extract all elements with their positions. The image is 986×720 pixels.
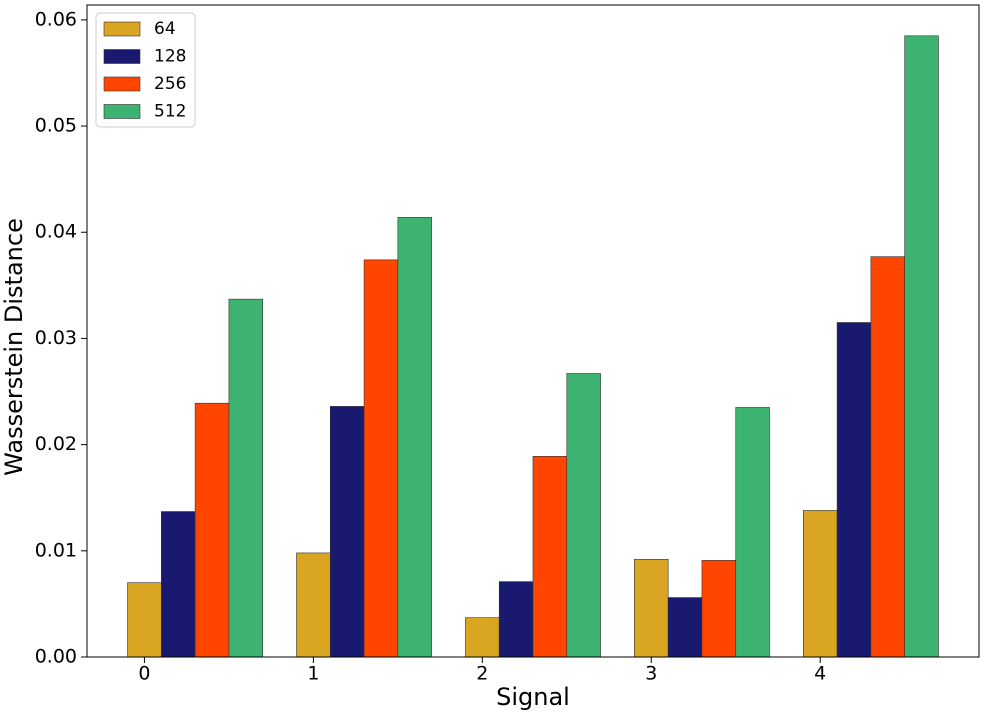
x-tick-label: 4 xyxy=(814,663,826,685)
legend-swatch xyxy=(103,104,141,119)
bar xyxy=(194,402,230,658)
legend-label: 64 xyxy=(154,19,176,39)
legend-swatch xyxy=(103,49,141,64)
bar xyxy=(498,581,534,658)
bar xyxy=(363,259,399,658)
x-axis-label: Signal xyxy=(496,683,570,711)
bar xyxy=(397,217,432,658)
x-tick-label: 0 xyxy=(138,663,150,685)
bar xyxy=(634,559,669,658)
bar xyxy=(566,373,601,658)
bar xyxy=(870,256,905,658)
legend-swatch xyxy=(103,21,141,37)
bar xyxy=(836,322,872,658)
x-tick-label: 1 xyxy=(307,663,319,685)
bar xyxy=(296,552,331,658)
y-tick-label: 0.06 xyxy=(35,8,77,30)
legend-label: 128 xyxy=(154,47,186,67)
bar xyxy=(127,582,162,658)
y-tick-label: 0.02 xyxy=(35,433,77,455)
y-tick-label: 0.05 xyxy=(35,115,77,137)
bar xyxy=(532,456,568,658)
y-axis-label: Wasserstein Distance xyxy=(0,218,28,476)
legend-label: 512 xyxy=(154,102,186,122)
plot-frame xyxy=(86,4,980,658)
bar xyxy=(329,406,365,658)
bar xyxy=(904,35,939,658)
bar xyxy=(803,510,838,658)
bar xyxy=(735,407,770,658)
x-tick-label: 3 xyxy=(645,663,657,685)
y-tick-label: 0.03 xyxy=(35,327,77,349)
bar xyxy=(465,617,500,658)
y-tick-label: 0.00 xyxy=(35,646,77,668)
bar xyxy=(667,597,703,658)
legend-label: 256 xyxy=(154,74,186,94)
legend-swatch xyxy=(103,76,141,92)
y-tick-label: 0.04 xyxy=(35,221,77,243)
bar xyxy=(161,511,196,658)
bar xyxy=(701,560,737,658)
y-tick-label: 0.01 xyxy=(35,539,77,561)
x-tick-label: 2 xyxy=(476,663,488,685)
bar xyxy=(228,298,263,658)
legend-box xyxy=(95,12,196,128)
